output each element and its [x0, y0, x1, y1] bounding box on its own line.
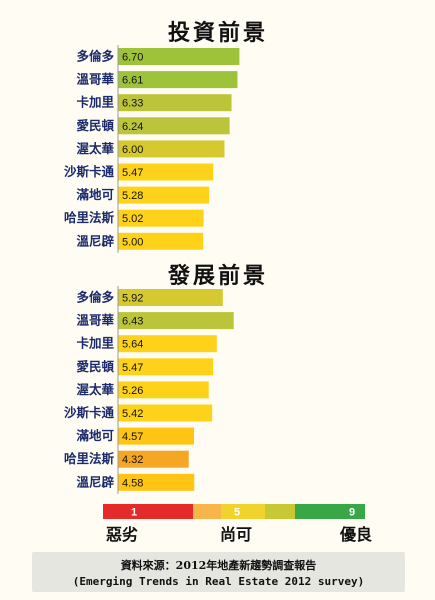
- investment-outlook-panel: 投資前景 多倫多 6.70 溫哥華 6.61 卡加里 6.33 愛民頓 6.24 渥太華 6.00…: [64, 20, 268, 253]
- bar: [118, 48, 240, 65]
- bar-value-label: 4.58: [122, 477, 143, 489]
- scale-segment: [193, 504, 221, 519]
- scale-segment: [103, 504, 193, 519]
- bar-value-label: 5.47: [122, 362, 143, 374]
- category-label: 渥太華: [76, 382, 114, 397]
- scale-segment: [265, 504, 295, 519]
- bar: [118, 94, 232, 112]
- development-outlook-panel: 發展前景 多倫多 5.92 溫哥華 6.43 卡加里 5.64 愛民頓 5.47 渥太華 5.26…: [64, 263, 268, 494]
- development-outlook-title: 發展前景: [167, 263, 268, 289]
- bar-value-label: 5.42: [122, 408, 143, 420]
- category-label: 滿地可: [76, 428, 114, 443]
- bar: [118, 163, 214, 181]
- category-label: 渥太華: [76, 141, 114, 156]
- bar-value-label: 5.47: [122, 167, 143, 179]
- bar-value-label: 5.02: [122, 213, 143, 225]
- bar: [118, 117, 230, 135]
- category-label: 滿地可: [76, 187, 114, 202]
- bar-value-label: 5.28: [122, 190, 143, 202]
- scale-segment: [221, 504, 265, 519]
- bar: [118, 473, 195, 491]
- bar-value-label: 4.32: [122, 454, 143, 466]
- source-box: 資料來源：2012年地產新趨勢調查報告 (Emerging Trends in …: [32, 552, 405, 592]
- bar: [118, 335, 217, 353]
- bar: [118, 71, 238, 89]
- bar: [118, 209, 204, 227]
- rating-scale: 1 5 9 惡劣 尚可 優良: [103, 504, 372, 544]
- investment-outlook-title: 投資前景: [168, 20, 268, 46]
- bar-value-label: 6.43: [122, 316, 143, 328]
- bar-value-label: 6.24: [122, 121, 143, 133]
- bar: [118, 427, 195, 445]
- scale-max-label: 9: [349, 507, 355, 519]
- category-label: 愛民頓: [76, 118, 114, 133]
- category-label: 沙斯卡通: [64, 405, 115, 420]
- bar: [118, 140, 225, 158]
- bar-value-label: 5.92: [122, 293, 143, 305]
- bar: [118, 289, 223, 306]
- scale-min-label: 1: [131, 507, 137, 519]
- category-label: 沙斯卡通: [64, 164, 115, 179]
- scale-segment: [295, 504, 365, 519]
- bar-value-label: 5.00: [122, 236, 143, 248]
- bar: [118, 232, 204, 250]
- bar-value-label: 6.33: [122, 98, 143, 110]
- bar-value-label: 5.64: [122, 339, 143, 351]
- category-label: 多倫多: [76, 290, 114, 305]
- source-text: 資料來源：2012年地產新趨勢調查報告: [120, 559, 317, 572]
- bar: [118, 450, 189, 468]
- scale-mid-label: 5: [234, 507, 240, 519]
- scale-word-label: 尚可: [220, 525, 252, 544]
- category-label: 溫哥華: [76, 313, 114, 328]
- source-text-english: (Emerging Trends in Real Estate 2012 sur…: [72, 575, 365, 588]
- category-label: 溫尼辟: [76, 474, 114, 489]
- category-label: 多倫多: [76, 49, 114, 64]
- category-label: 卡加里: [76, 95, 114, 110]
- category-label: 愛民頓: [76, 359, 114, 374]
- bar-value-label: 4.57: [122, 431, 143, 443]
- category-label: 哈里法斯: [64, 451, 115, 466]
- bar: [118, 381, 209, 399]
- scale-word-label: 優良: [339, 525, 372, 544]
- category-label: 哈里法斯: [64, 210, 115, 225]
- bar-value-label: 5.26: [122, 385, 143, 397]
- bar-chart: 投資前景 多倫多 6.70 溫哥華 6.61 卡加里 6.33 愛民頓 6.24 渥太華 6.00…: [64, 20, 372, 544]
- bar: [118, 358, 214, 376]
- bar: [118, 404, 213, 422]
- category-label: 溫尼辟: [76, 233, 114, 248]
- scale-word-label: 惡劣: [106, 525, 138, 544]
- bar: [118, 186, 210, 204]
- category-label: 卡加里: [76, 336, 114, 351]
- bar-value-label: 6.70: [122, 52, 143, 64]
- bar: [118, 312, 234, 330]
- bar-value-label: 6.00: [122, 144, 143, 156]
- bar-value-label: 6.61: [122, 75, 143, 87]
- category-label: 溫哥華: [76, 72, 114, 87]
